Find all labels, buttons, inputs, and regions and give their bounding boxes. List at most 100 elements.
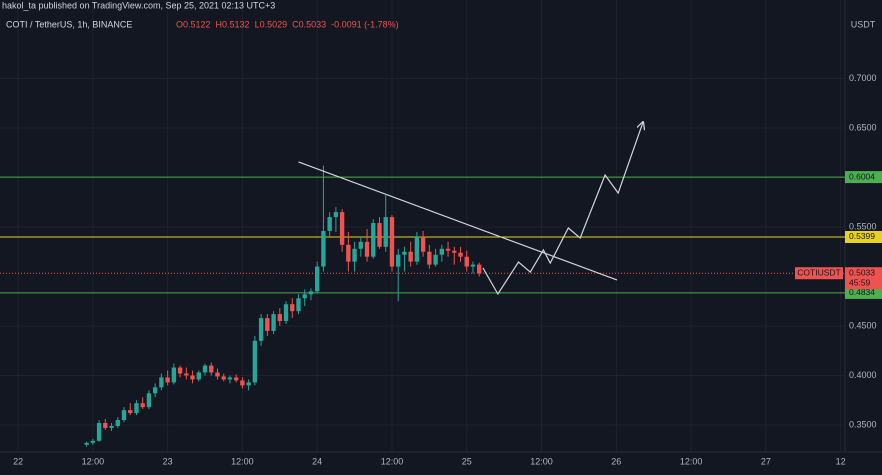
level-tag xyxy=(845,230,882,243)
candle-body xyxy=(346,244,351,262)
x-tick-label: 12:00 xyxy=(381,456,404,466)
candle-body xyxy=(420,236,426,252)
candle-body xyxy=(221,376,226,380)
currency: USDT xyxy=(851,19,876,29)
plot xyxy=(0,122,845,447)
candle-body xyxy=(277,314,282,322)
trendline xyxy=(298,161,618,281)
level-label: 0.5399 xyxy=(849,231,875,241)
candle-body xyxy=(315,266,320,292)
x-tick-label: 23 xyxy=(163,456,173,466)
x-tick-label: 26 xyxy=(611,456,621,466)
candle-body xyxy=(371,223,376,257)
candle-body xyxy=(452,250,457,253)
candle-body xyxy=(383,217,388,247)
candle-body xyxy=(184,373,189,376)
y-tick-label: 0.3500 xyxy=(849,419,877,429)
candle-body xyxy=(408,251,413,262)
candle-body xyxy=(352,248,357,262)
candle-body xyxy=(290,304,295,312)
candle-body xyxy=(134,403,139,414)
level-tag xyxy=(845,171,882,184)
candle-body xyxy=(121,410,127,421)
candle-body xyxy=(165,377,170,383)
candle-body xyxy=(321,230,326,267)
candle-body xyxy=(196,372,201,380)
labels: 0.3500 0.4000 0.4500 0.5500 0.6500 0.7000 22 12… xyxy=(13,73,882,466)
candle-body xyxy=(171,367,177,383)
candle-body xyxy=(159,377,164,388)
ohlc-value: -0.0091 (-1.78%) xyxy=(331,19,399,29)
candle-body xyxy=(96,422,102,441)
candle-body xyxy=(458,252,463,257)
ohlc-value: L0.5029 xyxy=(255,19,288,29)
candle-body xyxy=(377,223,382,247)
candle-body xyxy=(209,365,214,373)
candle-body xyxy=(233,377,239,381)
x-tick-label: 12:00 xyxy=(680,456,703,466)
candle-body xyxy=(227,377,233,380)
y-tick-label: 0.7000 xyxy=(849,73,877,83)
x-tick-label: 12:00 xyxy=(231,456,254,466)
candle-body xyxy=(414,236,420,262)
candle-body xyxy=(427,251,432,265)
projection-path xyxy=(482,122,643,296)
x-tick-label: 22 xyxy=(13,456,23,466)
candle-body xyxy=(215,372,220,377)
candle-body xyxy=(240,380,245,386)
x-tick-label: 12:00 xyxy=(530,456,553,466)
candle-body xyxy=(364,241,370,257)
candle-body xyxy=(333,212,339,218)
y-tick-label: 0.5500 xyxy=(849,221,877,231)
candle-body xyxy=(327,217,332,231)
y-tick-label: 0.4500 xyxy=(849,320,877,330)
x-tick-label: 12 xyxy=(836,456,846,466)
candle-body xyxy=(258,318,264,341)
symbol-label: COTIUSDT xyxy=(797,267,840,277)
candle-body xyxy=(470,264,476,267)
candle-body xyxy=(109,425,114,428)
candle-body xyxy=(84,442,89,445)
ohlc-value: H0.5132 xyxy=(216,19,250,29)
candle-body xyxy=(177,367,183,374)
candle-body xyxy=(152,387,158,394)
x-tick-label: 25 xyxy=(462,456,472,466)
candle-body xyxy=(433,254,438,265)
candle-body xyxy=(396,254,401,267)
candle-body xyxy=(402,251,407,255)
candle-body xyxy=(90,440,96,443)
y-tick-label: 0.6500 xyxy=(849,122,877,132)
candle-body xyxy=(358,241,363,249)
candle-body xyxy=(296,298,301,312)
candle-body xyxy=(308,291,314,295)
x-tick-label: 27 xyxy=(761,456,771,466)
y-tick-label: 0.4000 xyxy=(849,370,877,380)
ohlc-value: O0.5122 xyxy=(176,19,211,29)
candle-body xyxy=(202,365,208,373)
candle-body xyxy=(103,422,108,428)
candle-body xyxy=(389,217,395,267)
candle-body xyxy=(115,420,120,426)
candle-body xyxy=(271,314,276,331)
candle-body xyxy=(252,340,258,383)
candle-body xyxy=(283,304,289,322)
countdown: 45:59 xyxy=(849,277,871,287)
candle-body xyxy=(302,294,307,299)
candle-body xyxy=(246,382,251,386)
candle-body xyxy=(464,256,469,267)
price-label: 0.5033 xyxy=(849,267,875,277)
candle-body xyxy=(190,375,195,380)
price-tag xyxy=(845,267,882,290)
symbol: COTI / TetherUS, 1h, BINANCE xyxy=(6,19,132,29)
x-tick-label: 12:00 xyxy=(82,456,105,466)
level-label: 0.4834 xyxy=(849,287,875,297)
x-tick-label: 24 xyxy=(312,456,322,466)
level-label: 0.6004 xyxy=(849,171,875,181)
candle-body xyxy=(128,410,133,414)
level-tag xyxy=(845,286,882,299)
candle-body xyxy=(439,248,444,255)
candle-body xyxy=(146,393,152,408)
